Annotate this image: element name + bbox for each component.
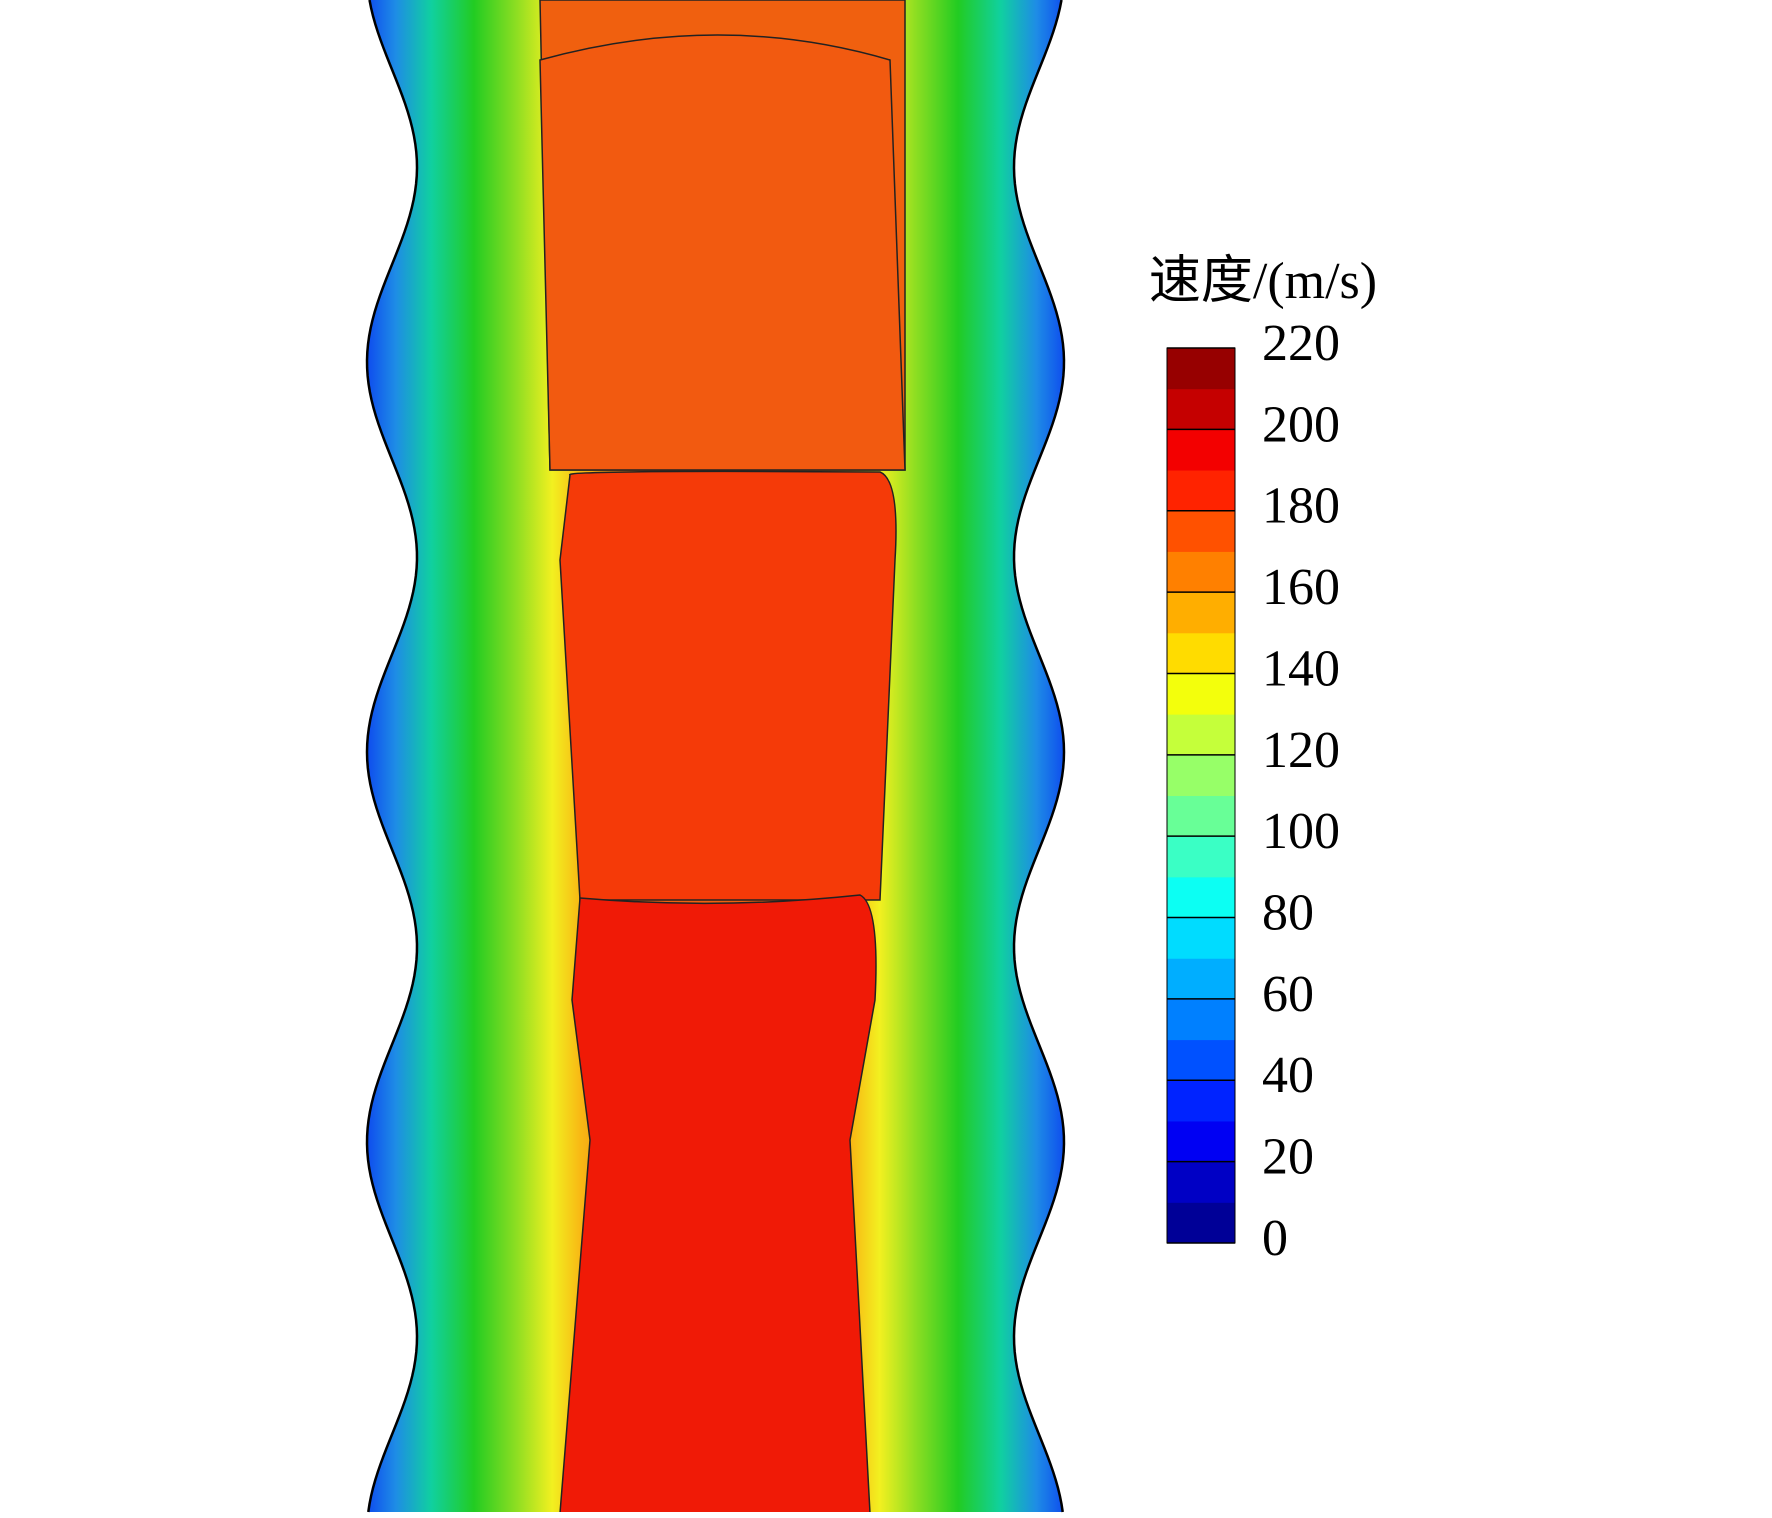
colorbar-band (1167, 388, 1235, 430)
colorbar-band (1167, 429, 1235, 471)
tube-wall (365, 0, 1066, 1513)
colorbar-tick-label: 180 (1262, 478, 1340, 535)
colorbar-band (1167, 510, 1235, 552)
colorbar-band (1167, 917, 1235, 959)
colorbar-tick-label: 0 (1262, 1210, 1288, 1267)
colorbar-band (1167, 876, 1235, 919)
colorbar-tick-label: 40 (1262, 1047, 1314, 1104)
core-region (559, 470, 897, 901)
colorbar-band (1167, 714, 1235, 756)
core-region (559, 894, 877, 1512)
colorbar-tick-label: 60 (1262, 966, 1314, 1023)
colorbar: 0 20 40 60 80 100 120 140 160 180 200 220 (1166, 315, 1340, 1267)
colorbar-tick-label: 100 (1262, 803, 1340, 860)
colorbar-tick-label: 160 (1262, 559, 1340, 616)
colorbar-band (1167, 998, 1235, 1041)
colorbar-tick-label: 220 (1262, 315, 1340, 372)
colorbar-band (1167, 348, 1235, 390)
colorbar-band (1167, 795, 1235, 837)
colorbar-band (1167, 1080, 1235, 1122)
colorbar-band (1167, 1039, 1235, 1081)
contour-field (367, 0, 1064, 1512)
colorbar-band (1167, 632, 1235, 674)
colorbar-tick-label: 80 (1262, 884, 1314, 941)
colorbar-band (1167, 1120, 1235, 1163)
colorbar-band (1167, 673, 1235, 715)
colorbar-tick-label: 20 (1262, 1129, 1314, 1186)
colorbar-title: 速度/(m/s) (1149, 253, 1377, 310)
colorbar-frame (1166, 347, 1236, 1244)
colorbar-band (1167, 1161, 1235, 1203)
colorbar-band (1167, 470, 1235, 512)
colorbar-tick-label: 200 (1262, 396, 1340, 453)
colorbar-band (1167, 958, 1235, 1000)
colorbar-band (1167, 551, 1235, 593)
colorbar-tick-label: 140 (1262, 640, 1340, 697)
core-region (539, 34, 906, 471)
colorbar-band (1167, 1202, 1235, 1244)
colorbar-band (1167, 754, 1235, 796)
colorbar-band (1167, 592, 1235, 634)
colorbar-band (1167, 836, 1235, 878)
colorbar-tick-label: 120 (1262, 722, 1340, 779)
